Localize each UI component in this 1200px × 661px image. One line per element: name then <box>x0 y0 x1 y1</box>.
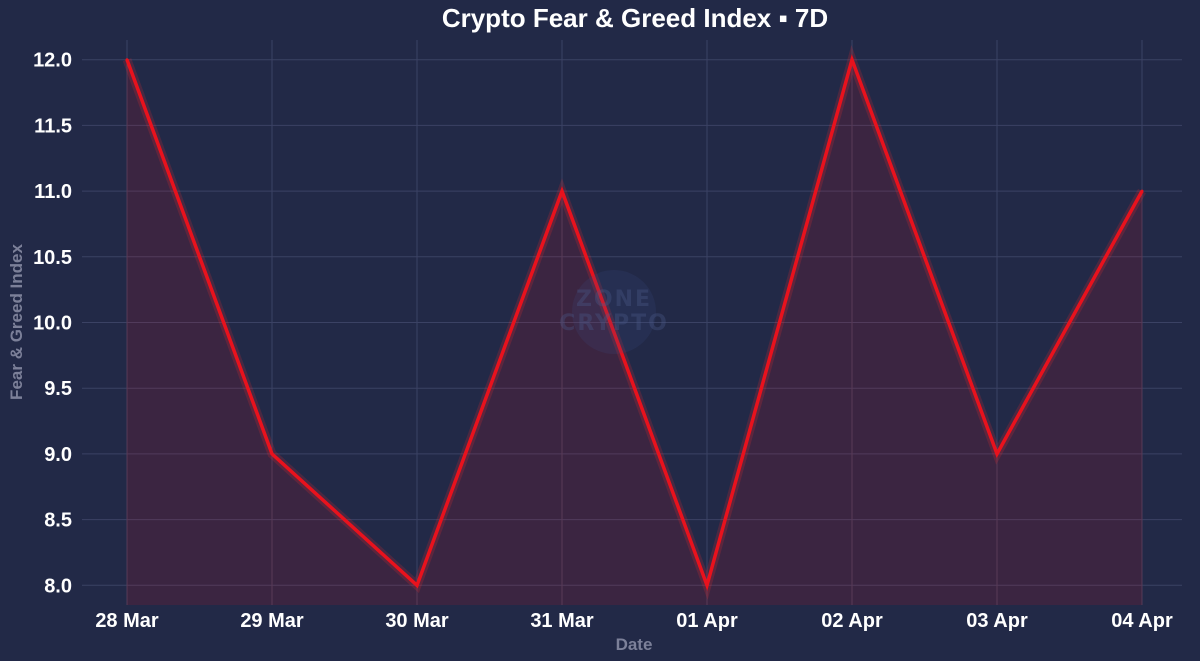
y-axis-ticks: 8.0 8.5 9.0 9.5 10.0 10.5 11.0 11.5 12.0 <box>33 50 72 598</box>
data-point <box>995 452 999 456</box>
area-layer <box>126 59 1143 605</box>
x-tick-label: 02 Apr <box>821 610 883 632</box>
y-tick-label: 11.5 <box>34 115 72 137</box>
watermark-circle <box>572 270 656 354</box>
y-tick-label: 10.0 <box>33 313 72 335</box>
watermark-logo: ZONE CRYPTO <box>559 270 669 354</box>
watermark-line-1: ZONE <box>576 287 652 312</box>
x-tick-label: 29 Mar <box>240 610 304 632</box>
y-tick-label: 9.0 <box>44 444 72 466</box>
y-tick-label: 10.5 <box>33 247 72 269</box>
data-point <box>705 583 709 587</box>
y-tick-label: 11.0 <box>34 181 72 203</box>
y-axis-title: Fear & Greed Index <box>7 244 26 400</box>
y-tick-label: 9.5 <box>44 378 72 400</box>
x-axis-ticks: 28 Mar 29 Mar 30 Mar 31 Mar 01 Apr 02 Apr 03 A… <box>95 610 1173 632</box>
data-point <box>125 58 129 62</box>
x-tick-label: 31 Mar <box>530 610 594 632</box>
x-tick-label: 30 Mar <box>385 610 449 632</box>
y-tick-label: 8.5 <box>44 510 72 532</box>
line-layer <box>122 44 1146 601</box>
x-tick-label: 04 Apr <box>1111 610 1173 632</box>
chart-title: Crypto Fear & Greed Index ▪ 7D <box>442 3 828 33</box>
series-area-fill <box>127 59 1142 605</box>
y-tick-label: 12.0 <box>33 50 72 72</box>
x-tick-label: 01 Apr <box>676 610 738 632</box>
watermark-line-2: CRYPTO <box>559 311 669 336</box>
point-layer <box>125 58 1144 587</box>
data-point <box>1140 189 1144 193</box>
data-point <box>415 583 419 587</box>
x-tick-label: 03 Apr <box>966 610 1028 632</box>
data-point <box>270 452 274 456</box>
series-line <box>125 53 1144 592</box>
x-tick-label: 28 Mar <box>95 610 159 632</box>
data-point <box>850 58 854 62</box>
y-tick-label: 8.0 <box>44 575 72 597</box>
data-point <box>560 189 564 193</box>
x-axis-title: Date <box>616 635 653 654</box>
